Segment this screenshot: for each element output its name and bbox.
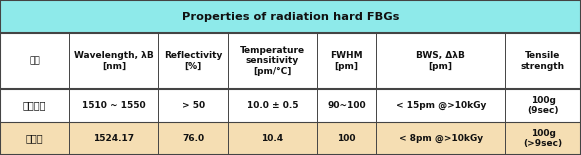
- Bar: [0, 122, 581, 155]
- Text: 100g
(>9sec): 100g (>9sec): [523, 129, 562, 148]
- Text: 1510 ~ 1550: 1510 ~ 1550: [82, 101, 146, 110]
- Bar: [0, 89, 581, 122]
- Text: < 15pm @>10kGy: < 15pm @>10kGy: [396, 101, 486, 110]
- Text: Wavelength, λB
[nm]: Wavelength, λB [nm]: [74, 51, 154, 71]
- Text: 100: 100: [338, 134, 356, 143]
- Bar: [0, 33, 581, 89]
- Text: Temperature
sensitivity
[pm/°C]: Temperature sensitivity [pm/°C]: [240, 46, 305, 76]
- Bar: [0, 0, 581, 33]
- Text: 구분: 구분: [29, 56, 40, 65]
- Text: Reflectivity
[%]: Reflectivity [%]: [164, 51, 223, 71]
- Text: 10.4: 10.4: [261, 134, 284, 143]
- Text: 설계조건: 설계조건: [23, 100, 46, 110]
- Text: < 8pm @>10kGy: < 8pm @>10kGy: [399, 134, 483, 143]
- Text: 10.0 ± 0.5: 10.0 ± 0.5: [246, 101, 298, 110]
- Text: FWHM
[pm]: FWHM [pm]: [331, 51, 363, 71]
- Text: 1524.17: 1524.17: [94, 134, 134, 143]
- Text: Properties of radiation hard FBGs: Properties of radiation hard FBGs: [182, 11, 399, 22]
- Text: 100g
(9sec): 100g (9sec): [528, 96, 559, 115]
- Text: > 50: > 50: [181, 101, 205, 110]
- Text: 76.0: 76.0: [182, 134, 204, 143]
- Text: 시작품: 시작품: [26, 133, 44, 144]
- Text: Tensile
strength: Tensile strength: [521, 51, 565, 71]
- Text: BWS, ΔλB
[pm]: BWS, ΔλB [pm]: [416, 51, 465, 71]
- Text: 90~100: 90~100: [327, 101, 366, 110]
